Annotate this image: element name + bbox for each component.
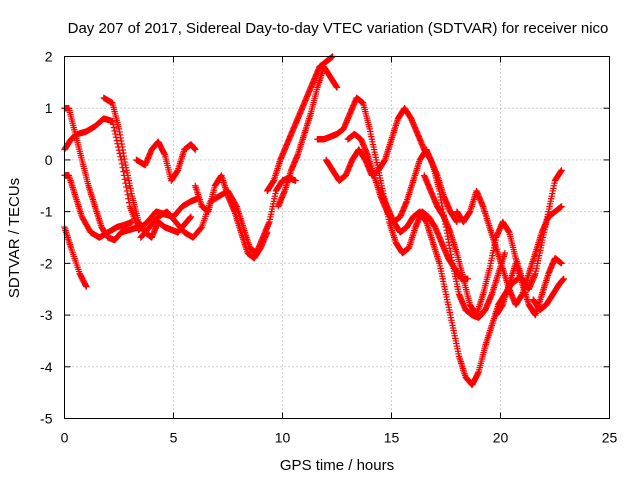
x-tick-label-15: 15 (384, 430, 400, 446)
data-point (83, 283, 90, 290)
series-track-9 (264, 53, 336, 195)
series-track-17 (492, 254, 565, 319)
data-point (109, 117, 116, 125)
y-tick-label--1: -1 (40, 204, 53, 220)
data-point (558, 260, 565, 267)
data-point (124, 191, 131, 199)
y-tick-label-2: 2 (45, 49, 53, 65)
data-point (292, 177, 299, 184)
series-track-6 (133, 138, 199, 184)
series-track-14 (377, 187, 522, 389)
series-track-10 (274, 63, 341, 210)
data-marks (61, 53, 567, 389)
series-track-4 (61, 105, 142, 244)
y-axis-title: SDTVAR / TECUs (6, 178, 23, 298)
y-tick-label-0: 0 (45, 152, 53, 168)
data-point (120, 168, 127, 175)
y-tick-label--5: -5 (40, 411, 53, 427)
data-point (560, 275, 567, 283)
data-point (192, 146, 199, 153)
data-point (558, 167, 565, 174)
x-tick-labels: 0 5 10 15 20 25 (61, 430, 618, 446)
data-point (117, 153, 124, 160)
series-track-5 (100, 94, 195, 241)
y-tick-label-1: 1 (45, 100, 53, 116)
data-point (264, 229, 271, 236)
series-track-1 (61, 223, 90, 290)
series-track-8 (192, 172, 271, 262)
data-point (197, 224, 205, 232)
data-point (558, 203, 565, 210)
data-point (112, 130, 119, 138)
x-axis-title: GPS time / hours (280, 457, 394, 474)
grid (64, 56, 610, 419)
plot-frame (64, 56, 610, 419)
x-tick-label-25: 25 (602, 430, 618, 446)
series-track-11 (314, 94, 471, 283)
y-tick-labels: -5 -4 -3 -2 -1 0 1 2 (40, 49, 53, 427)
data-point (110, 124, 118, 131)
series-track-16 (453, 187, 565, 308)
series-track-2 (61, 172, 136, 241)
y-tick-label--4: -4 (40, 359, 53, 375)
data-point (453, 218, 461, 226)
x-tick-label-5: 5 (170, 430, 178, 446)
chart-title: Day 207 of 2017, Sidereal Day-to-day VTE… (68, 20, 609, 37)
x-tick-label-20: 20 (493, 430, 509, 446)
y-tick-label--2: -2 (40, 255, 53, 271)
series-track-7 (137, 174, 299, 257)
data-point (333, 84, 341, 91)
x-tick-label-10: 10 (275, 430, 291, 446)
data-point (187, 213, 195, 221)
x-tick-label-0: 0 (61, 430, 69, 446)
data-point (112, 134, 120, 141)
series-track-18 (530, 275, 567, 314)
data-point (111, 127, 118, 135)
data-point (121, 176, 129, 183)
axis-ticks (64, 56, 610, 419)
data-point (117, 156, 125, 164)
y-tick-label--3: -3 (40, 307, 53, 323)
data-point (123, 183, 130, 191)
data-point (501, 249, 509, 257)
